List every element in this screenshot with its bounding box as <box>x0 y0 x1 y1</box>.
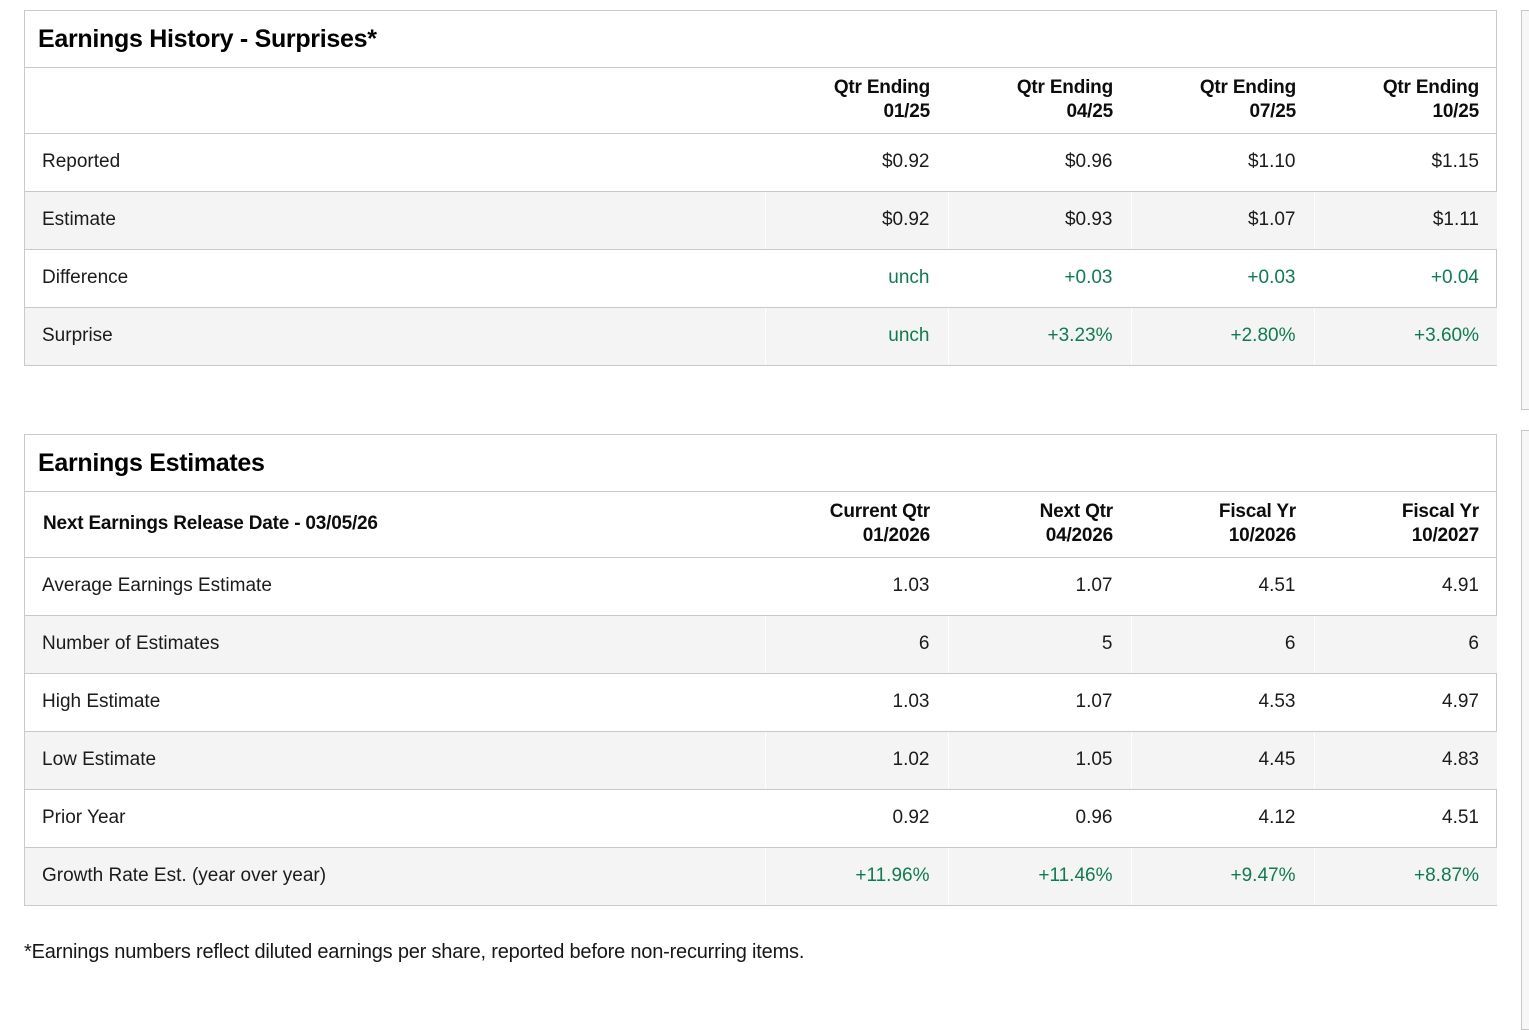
clipped-adjacent-panel <box>1521 10 1529 410</box>
value-cell: +2.80% <box>1130 307 1314 365</box>
value-cell: 1.07 <box>947 673 1131 732</box>
value-cell: 1.03 <box>764 557 948 616</box>
earnings-estimates-title: Earnings Estimates <box>25 435 1496 492</box>
value-cell: unch <box>764 307 948 365</box>
value-cell: $0.96 <box>947 133 1131 192</box>
earnings-history-table: Qtr Ending 01/25 Qtr Ending 04/25 Qtr En… <box>25 68 1497 365</box>
value-cell: 0.96 <box>947 789 1131 848</box>
history-header-spacer <box>25 68 765 134</box>
table-row: Prior Year 0.92 0.96 4.12 4.51 <box>25 789 1497 848</box>
row-label: Growth Rate Est. (year over year) <box>42 865 327 887</box>
value-cell: 4.12 <box>1130 789 1314 848</box>
value-cell: 5 <box>947 615 1131 674</box>
value-cell: 4.51 <box>1130 557 1314 616</box>
row-label: Number of Estimates <box>25 615 765 674</box>
value-cell: 4.45 <box>1130 731 1314 790</box>
value-cell: 4.91 <box>1313 557 1497 616</box>
value-cell: +0.03 <box>947 249 1131 308</box>
value-cell: 4.97 <box>1313 673 1497 732</box>
earnings-estimates-panel: Earnings Estimates Next Earnings Release… <box>24 434 1497 906</box>
value-cell: 6 <box>764 615 948 674</box>
column-header: Current Qtr 01/2026 <box>765 492 948 558</box>
value-cell: +3.60% <box>1313 307 1497 365</box>
table-row: Difference unch +0.03 +0.03 +0.04 <box>25 249 1497 308</box>
value-cell: 4.53 <box>1130 673 1314 732</box>
table-row: Estimate $0.92 $0.93 $1.07 $1.11 <box>25 191 1497 250</box>
value-cell: +0.04 <box>1313 249 1497 308</box>
column-header: Qtr Ending 01/25 <box>765 68 948 134</box>
value-cell: $1.07 <box>1130 191 1314 250</box>
table-row: Surprise unch +3.23% +2.80% +3.60% <box>25 307 1497 365</box>
row-label: Surprise <box>42 325 113 347</box>
value-cell: +11.46% <box>947 847 1131 905</box>
earnings-footnote: *Earnings numbers reflect diluted earnin… <box>24 941 805 963</box>
value-cell: $0.93 <box>947 191 1131 250</box>
value-cell: 4.83 <box>1313 731 1497 790</box>
table-row: Number of Estimates 6 5 6 6 <box>25 615 1497 674</box>
value-cell: $1.11 <box>1313 191 1497 250</box>
value-cell: +3.23% <box>947 307 1131 365</box>
value-cell: 1.03 <box>764 673 948 732</box>
value-cell: 6 <box>1130 615 1314 674</box>
row-label: High Estimate <box>25 673 765 732</box>
table-row: High Estimate 1.03 1.07 4.53 4.97 <box>25 673 1497 732</box>
value-cell: 1.05 <box>947 731 1131 790</box>
value-cell: $0.92 <box>764 191 948 250</box>
earnings-estimates-table: Next Earnings Release Date - 03/05/26 Cu… <box>25 492 1497 905</box>
value-cell: 6 <box>1313 615 1497 674</box>
table-row: Reported $0.92 $0.96 $1.10 $1.15 <box>25 133 1497 192</box>
clipped-adjacent-panel <box>1521 430 1529 1030</box>
column-header: Fiscal Yr 10/2026 <box>1131 492 1314 558</box>
value-cell: +8.87% <box>1313 847 1497 905</box>
row-label: Difference <box>25 249 765 308</box>
value-cell: $0.92 <box>764 133 948 192</box>
table-row: Growth Rate Est. (year over year) +11.96… <box>25 847 1497 905</box>
estimates-header-row: Next Earnings Release Date - 03/05/26 Cu… <box>25 492 1497 558</box>
next-earnings-release-date: Next Earnings Release Date - 03/05/26 <box>25 492 765 558</box>
column-header: Qtr Ending 07/25 <box>1131 68 1314 134</box>
value-cell: unch <box>764 249 948 308</box>
row-label: Average Earnings Estimate <box>25 557 765 616</box>
value-cell: 4.51 <box>1313 789 1497 848</box>
row-label: Estimate <box>25 191 765 250</box>
table-row: Low Estimate 1.02 1.05 4.45 4.83 <box>25 731 1497 790</box>
row-label: Reported <box>25 133 765 192</box>
value-cell: 1.07 <box>947 557 1131 616</box>
table-row: Average Earnings Estimate 1.03 1.07 4.51… <box>25 557 1497 616</box>
column-header: Qtr Ending 10/25 <box>1314 68 1497 134</box>
row-label: Prior Year <box>25 789 765 848</box>
column-header: Next Qtr 04/2026 <box>948 492 1131 558</box>
earnings-history-panel: Earnings History - Surprises* Qtr Ending… <box>24 10 1497 366</box>
value-cell: +11.96% <box>764 847 948 905</box>
value-cell: 0.92 <box>764 789 948 848</box>
history-header-row: Qtr Ending 01/25 Qtr Ending 04/25 Qtr En… <box>25 68 1497 134</box>
column-header: Qtr Ending 04/25 <box>948 68 1131 134</box>
earnings-history-title: Earnings History - Surprises* <box>25 11 1496 68</box>
value-cell: +9.47% <box>1130 847 1314 905</box>
value-cell: $1.15 <box>1313 133 1497 192</box>
value-cell: 1.02 <box>764 731 948 790</box>
value-cell: $1.10 <box>1130 133 1314 192</box>
value-cell: +0.03 <box>1130 249 1314 308</box>
column-header: Fiscal Yr 10/2027 <box>1314 492 1497 558</box>
row-label: Low Estimate <box>25 731 765 790</box>
